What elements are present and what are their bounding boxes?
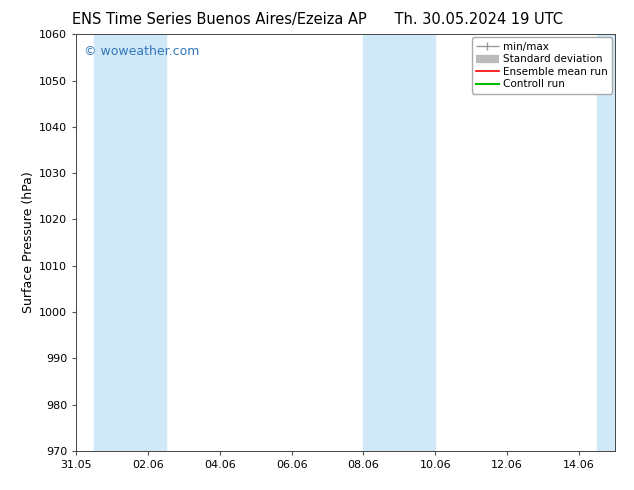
Text: © woweather.com: © woweather.com — [84, 45, 200, 58]
Text: ENS Time Series Buenos Aires/Ezeiza AP      Th. 30.05.2024 19 UTC: ENS Time Series Buenos Aires/Ezeiza AP T… — [72, 12, 562, 27]
Bar — [94, 34, 166, 451]
Bar — [363, 34, 436, 451]
Legend: min/max, Standard deviation, Ensemble mean run, Controll run: min/max, Standard deviation, Ensemble me… — [472, 37, 612, 94]
Y-axis label: Surface Pressure (hPa): Surface Pressure (hPa) — [22, 172, 35, 314]
Bar — [597, 34, 615, 451]
